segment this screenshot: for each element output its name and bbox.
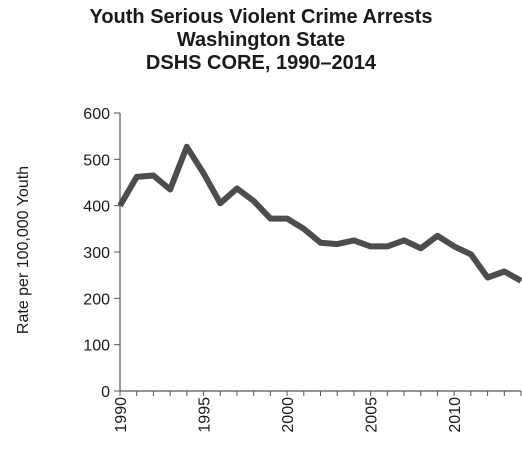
data-point xyxy=(186,146,188,148)
chart-title: Youth Serious Violent Crime Arrests Wash… xyxy=(0,6,522,75)
x-tick-label: 2000 xyxy=(280,397,297,433)
data-point xyxy=(219,202,221,204)
data-point xyxy=(269,218,271,220)
data-point xyxy=(520,280,522,282)
y-tick-label: 500 xyxy=(83,152,110,169)
data-point xyxy=(152,175,154,177)
data-point xyxy=(386,245,388,247)
data-point xyxy=(286,218,288,220)
data-point xyxy=(119,205,121,207)
data-point xyxy=(420,247,422,249)
chart-title-line-1: Youth Serious Violent Crime Arrests xyxy=(89,6,433,28)
data-point xyxy=(436,235,438,237)
data-point xyxy=(470,253,472,255)
y-tick-label: 100 xyxy=(83,338,110,355)
data-point xyxy=(503,270,505,272)
data-point xyxy=(236,188,238,190)
data-point xyxy=(353,239,355,241)
data-point xyxy=(453,245,455,247)
data-point xyxy=(320,242,321,244)
data-point xyxy=(169,188,171,190)
x-axis-ticks: 1990 1995 2000 2005 2010 xyxy=(113,391,522,433)
data-point xyxy=(203,172,205,174)
x-tick-label: 1995 xyxy=(197,397,214,433)
chart-title-line-2: Washington State xyxy=(176,29,346,51)
series-group xyxy=(117,143,522,284)
y-tick-label: 0 xyxy=(101,384,110,401)
y-tick-label: 200 xyxy=(83,291,110,308)
x-tick-label: 2005 xyxy=(364,397,381,433)
data-point xyxy=(136,176,138,178)
data-point xyxy=(370,245,372,247)
y-tick-label: 600 xyxy=(83,106,110,123)
y-axis-ticks: 0 100 200 300 400 500 600 xyxy=(83,106,120,401)
data-point xyxy=(403,239,405,241)
x-tick-label: 1990 xyxy=(113,397,130,433)
data-point xyxy=(487,276,489,278)
chart-title-line-3: DSHS CORE, 1990–2014 xyxy=(145,52,377,74)
series-line xyxy=(117,143,522,284)
y-axis-label: Rate per 100,000 Youth xyxy=(15,166,32,334)
y-tick-label: 400 xyxy=(83,199,110,216)
y-tick-label: 300 xyxy=(83,245,110,262)
data-point xyxy=(303,228,305,230)
x-tick-label: 2010 xyxy=(447,397,464,433)
data-point xyxy=(336,243,338,245)
data-point xyxy=(253,200,255,202)
